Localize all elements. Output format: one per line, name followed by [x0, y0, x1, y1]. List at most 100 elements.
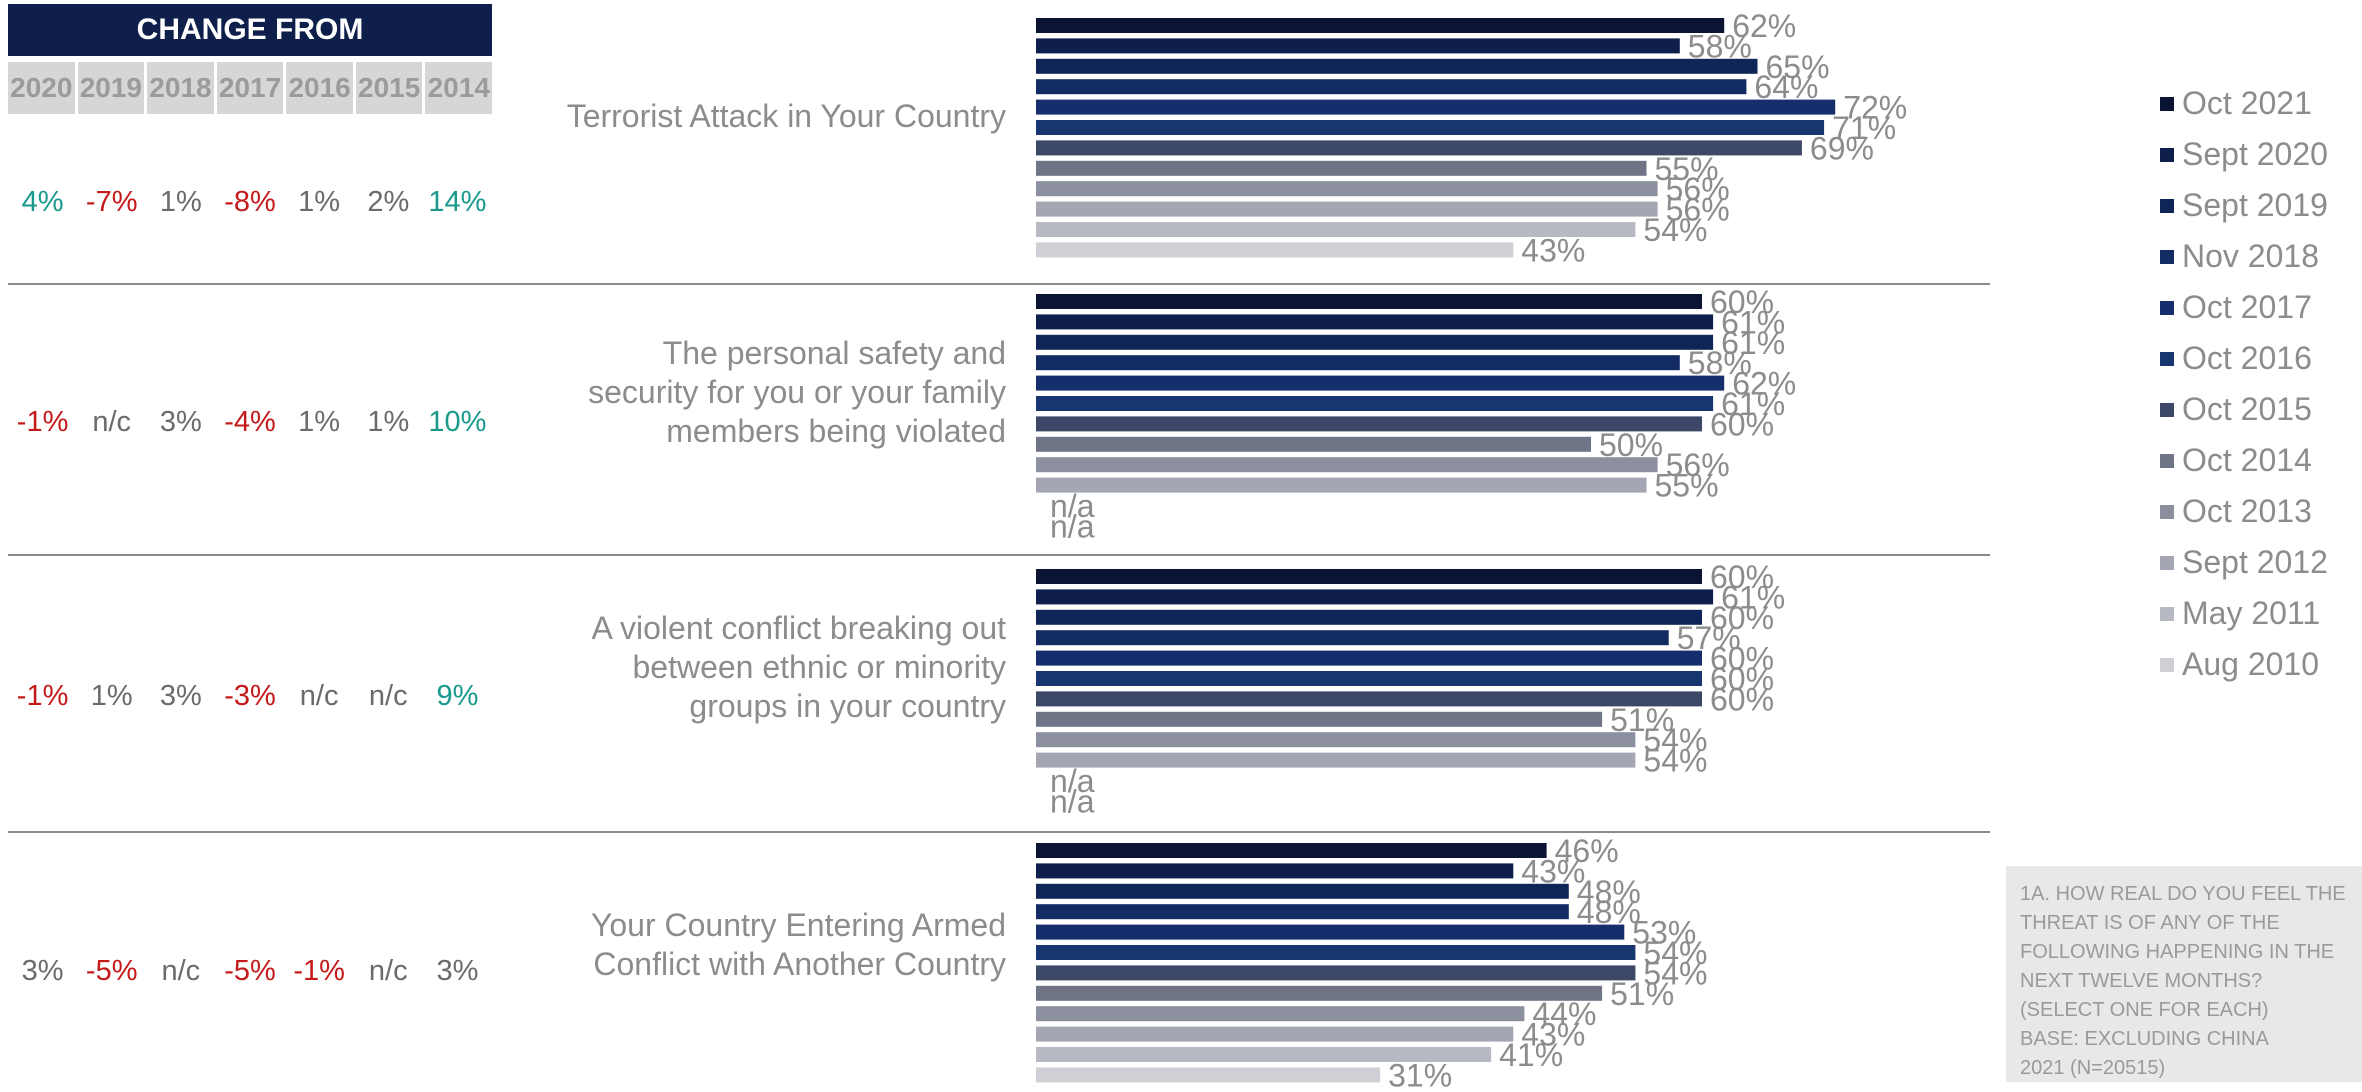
data-label: 56% — [1666, 192, 1730, 228]
data-label: 44% — [1532, 996, 1596, 1032]
data-label: 61% — [1721, 325, 1785, 361]
legend-label: Aug 2010 — [2182, 646, 2320, 682]
change-row: -1% n/c 3% -4% 1% 1% 10% — [8, 406, 492, 439]
change-value: 3% — [21, 955, 64, 987]
legend-swatch — [2160, 96, 2174, 111]
data-label: 72% — [1843, 90, 1907, 126]
change-value: n/c — [92, 406, 132, 438]
legend-label: Oct 2013 — [2182, 493, 2312, 529]
legend-swatch — [2160, 504, 2174, 519]
change-value: -4% — [224, 406, 276, 438]
legend-label: Sept 2020 — [2182, 136, 2328, 172]
bar — [1036, 294, 1702, 309]
change-year-row: 2020 2019 2018 2017 2016 2015 2014 — [8, 62, 492, 114]
bar — [1036, 314, 1714, 330]
data-label: 65% — [1766, 49, 1830, 85]
change-value: 1% — [159, 186, 202, 218]
bar — [1036, 904, 1569, 920]
legend-item: Oct 2015 — [2160, 384, 2328, 435]
data-label: 43% — [1521, 232, 1585, 268]
change-value: 1% — [367, 406, 410, 438]
change-row: -1% 1% 3% -3% n/c n/c 9% — [8, 680, 492, 713]
change-year-2015: 2015 — [356, 62, 426, 114]
bar — [1036, 201, 1658, 217]
change-value: -7% — [85, 186, 138, 218]
data-label: 54% — [1643, 935, 1707, 971]
legend-label: May 2011 — [2182, 595, 2321, 631]
row-divider — [8, 831, 1990, 833]
legend-item: Oct 2016 — [2160, 333, 2328, 384]
change-year-2020: 2020 — [8, 62, 78, 114]
bar — [1036, 99, 1836, 115]
change-value: 3% — [436, 955, 479, 987]
bar — [1036, 1067, 1381, 1083]
legend-swatch — [2160, 657, 2174, 672]
legend-swatch — [2160, 453, 2174, 468]
legend-item: Oct 2017 — [2160, 282, 2328, 333]
change-year-2014: 2014 — [427, 72, 490, 103]
change-value: -5% — [224, 955, 276, 987]
legend-swatch — [2160, 606, 2174, 621]
bar — [1036, 863, 1514, 879]
change-value: n/c — [161, 955, 201, 987]
bar — [1036, 222, 1636, 237]
data-label: 58% — [1688, 345, 1752, 381]
bar — [1036, 945, 1636, 960]
legend-label: Sept 2019 — [2182, 187, 2328, 223]
bar — [1036, 691, 1702, 707]
change-row: 4% -7% 1% -8% 1% 2% 14% — [8, 186, 492, 219]
data-label: 58% — [1688, 28, 1752, 64]
bar — [1036, 120, 1825, 135]
change-value: n/c — [368, 955, 408, 987]
legend-swatch — [2160, 402, 2174, 417]
bar — [1036, 457, 1658, 473]
legend-item: Oct 2014 — [2160, 435, 2328, 486]
data-label: 51% — [1610, 702, 1674, 738]
data-label: 48% — [1577, 874, 1641, 910]
change-from-header: CHANGE FROM — [8, 4, 492, 56]
legend-label: Oct 2016 — [2182, 340, 2312, 376]
data-label: 60% — [1710, 406, 1774, 442]
legend-label: Oct 2014 — [2182, 442, 2312, 478]
bar — [1036, 1006, 1525, 1022]
data-label: 60% — [1710, 284, 1774, 320]
bar — [1036, 436, 1591, 452]
question-line: FOLLOWING HAPPENING IN THE — [2020, 941, 2335, 963]
change-value: n/c — [299, 680, 339, 712]
data-label: 60% — [1710, 641, 1774, 677]
bar — [1036, 965, 1636, 981]
legend-swatch — [2160, 147, 2174, 162]
data-label: 43% — [1521, 1017, 1585, 1053]
legend-item: Sept 2019 — [2160, 180, 2328, 231]
question-line: 1A. HOW REAL DO YOU FEEL THE — [2020, 883, 2346, 905]
bar — [1036, 355, 1680, 371]
legend-swatch — [2160, 198, 2174, 213]
bar — [1036, 569, 1702, 584]
data-label: 57% — [1677, 620, 1741, 656]
data-label: 64% — [1754, 69, 1818, 105]
change-value: 1% — [90, 680, 133, 712]
data-label: 55% — [1655, 468, 1719, 504]
change-value: -1% — [16, 406, 69, 438]
bar — [1036, 711, 1603, 727]
data-label: 55% — [1655, 151, 1719, 187]
data-label: 46% — [1555, 833, 1619, 869]
change-value: 2% — [367, 186, 410, 218]
change-value: -8% — [224, 186, 276, 218]
bar — [1036, 79, 1747, 95]
na-label: n/a — [1050, 763, 1095, 799]
legend-label: Oct 2017 — [2182, 289, 2312, 325]
category-label: The personal safety and security for you… — [588, 335, 1006, 449]
bar — [1036, 375, 1725, 391]
bar — [1036, 160, 1647, 176]
bar — [1036, 752, 1636, 768]
data-label: 61% — [1721, 386, 1785, 422]
change-value: 1% — [298, 406, 341, 438]
change-value: 14% — [428, 186, 487, 218]
data-label: 71% — [1832, 110, 1896, 146]
data-label: 62% — [1732, 366, 1796, 402]
na-label: n/a — [1050, 488, 1095, 524]
change-year-2018: 2018 — [147, 62, 217, 114]
change-value: 9% — [436, 680, 479, 712]
